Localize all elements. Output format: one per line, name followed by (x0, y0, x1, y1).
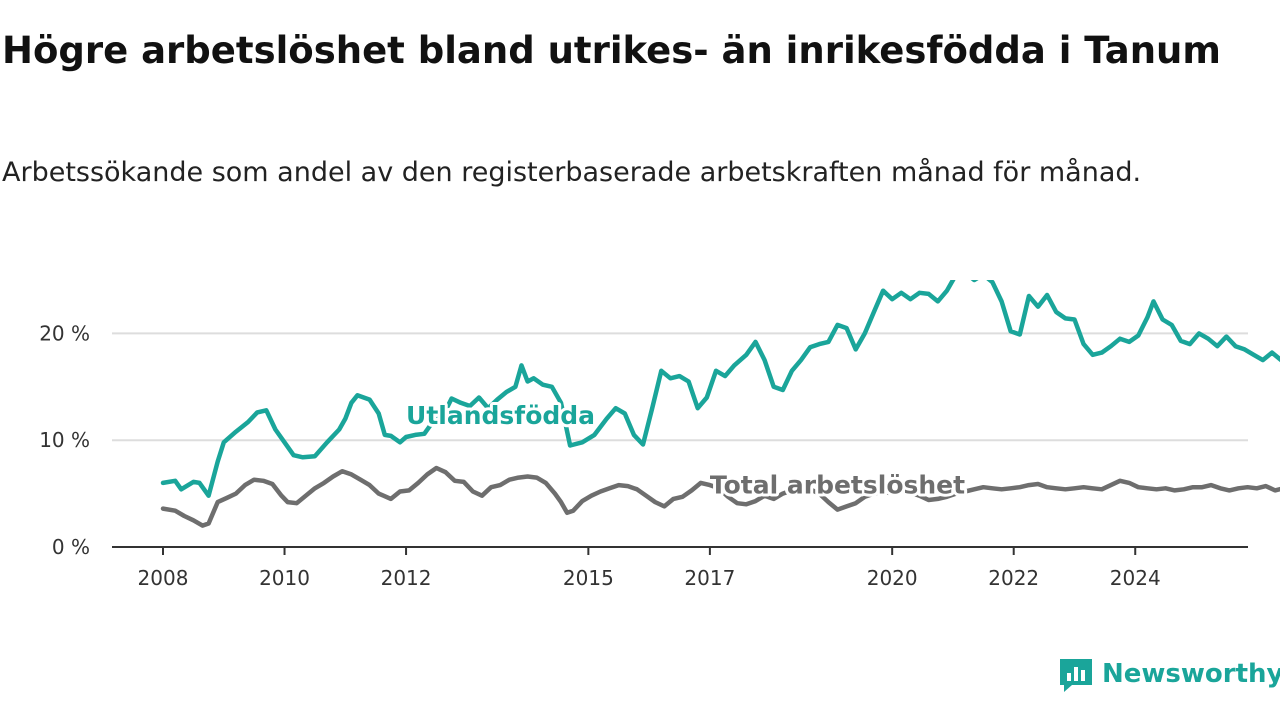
x-tick-label: 2015 (563, 566, 614, 590)
x-tick-label: 2024 (1110, 566, 1161, 590)
newsworthy-logo-icon (1060, 659, 1092, 692)
x-tick-label: 2010 (259, 566, 310, 590)
chart-title: Högre arbetslöshet bland utrikes- än inr… (2, 29, 1221, 72)
chart-subtitle: Arbetssökande som andel av den registerb… (2, 157, 1142, 188)
brand-logo: Newsworthy (1058, 654, 1280, 694)
series-name-total: Total arbetslöshet (710, 471, 965, 500)
x-tick-label: 2017 (684, 566, 735, 590)
series-lines (160, 280, 1280, 528)
x-tick-label: 2008 (138, 566, 189, 590)
line-chart: 0 % 10 % 20 % 2008 2010 2012 2015 2017 2020 2022… (39, 280, 1280, 590)
y-tick-label: 20 % (39, 321, 90, 345)
x-tick-label: 2022 (988, 566, 1039, 590)
x-tick-label: 2012 (381, 566, 432, 590)
brand-name: Newsworthy (1102, 659, 1280, 689)
x-tick-label: 2020 (867, 566, 918, 590)
series-name-utlandsfodda: Utlandsfödda (406, 401, 595, 430)
y-tick-label: 0 % (52, 535, 90, 559)
series-line-utlandsfodda (160, 280, 1280, 498)
gridlines: 0 % 10 % 20 % (39, 321, 1248, 559)
x-axis: 2008 2010 2012 2015 2017 2020 2022 2024 (112, 546, 1248, 590)
series-line-total (160, 465, 1280, 528)
y-tick-label: 10 % (39, 428, 90, 452)
